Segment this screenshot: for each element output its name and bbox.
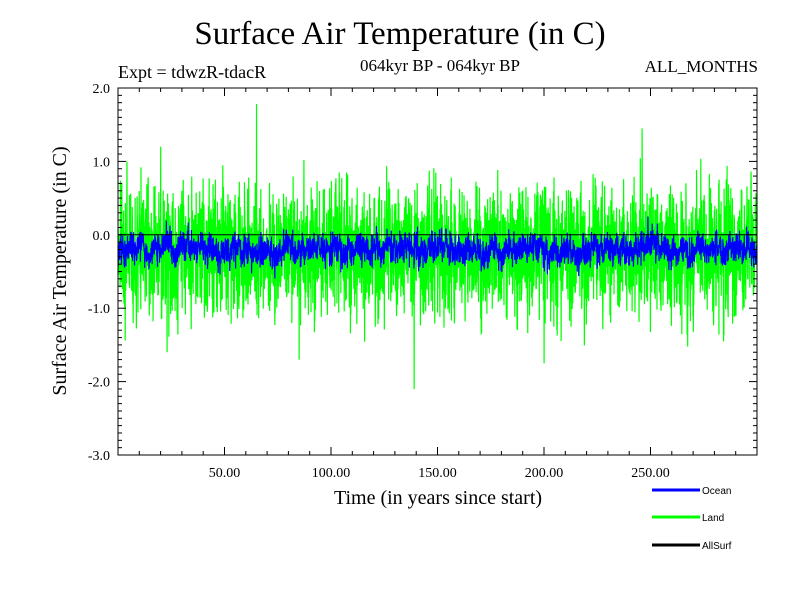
y-axis-ticks <box>118 87 757 456</box>
months-label: ALL_MONTHS <box>644 57 758 76</box>
y-axis-label: Surface Air Temperature (in C) <box>49 146 71 395</box>
x-tick-label: 200.00 <box>525 466 564 481</box>
y-tick-label: 1.0 <box>93 155 111 170</box>
x-axis-tick-labels: 50.00 100.00 150.00 200.00 250.00 <box>209 466 670 481</box>
y-tick-label: -1.0 <box>88 302 110 317</box>
legend: Ocean Land AllSurf <box>652 486 732 552</box>
period-label: 064kyr BP - 064kyr BP <box>360 56 520 75</box>
y-tick-label: -2.0 <box>88 376 110 391</box>
series-layer <box>117 104 758 389</box>
chart-title: Surface Air Temperature (in C) <box>194 16 606 52</box>
x-axis-label: Time (in years since start) <box>334 487 542 509</box>
x-tick-label: 150.00 <box>418 466 457 481</box>
x-tick-label: 250.00 <box>631 466 670 481</box>
y-tick-label: 2.0 <box>93 82 111 97</box>
x-axis-ticks <box>138 88 737 455</box>
series-line-ocean <box>117 216 758 279</box>
experiment-label: Expt = tdwzR-tdacR <box>118 62 267 82</box>
legend-label-ocean: Ocean <box>702 486 731 497</box>
x-tick-label: 100.00 <box>312 466 351 481</box>
legend-label-allsurf: AllSurf <box>702 541 732 552</box>
y-axis-tick-labels: 2.0 1.0 0.0 -1.0 -2.0 -3.0 <box>88 82 110 464</box>
y-tick-label: -3.0 <box>88 449 110 464</box>
y-tick-label: 0.0 <box>93 229 111 244</box>
x-tick-label: 50.00 <box>209 466 241 481</box>
legend-label-land: Land <box>702 513 724 524</box>
